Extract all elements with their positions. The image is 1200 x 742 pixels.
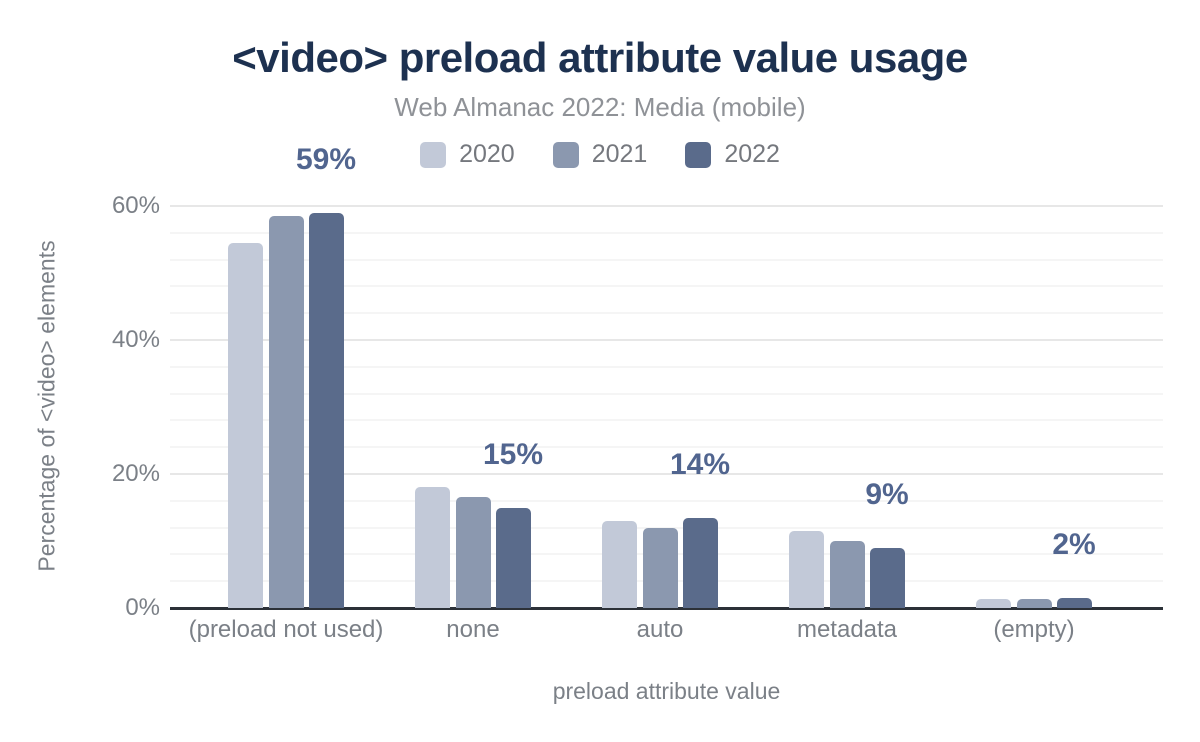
y-tick-label: 20% [111, 460, 160, 487]
gridline-minor [170, 392, 1163, 395]
bar-2020 [228, 242, 263, 608]
bar-2022 [496, 507, 531, 608]
bar-2020 [602, 520, 637, 608]
gridline-minor [170, 312, 1163, 315]
bar-2021 [268, 216, 304, 608]
bar-2022 [683, 517, 718, 608]
legend-item: 2020 [420, 140, 515, 169]
value-label: 14% [669, 447, 731, 481]
chart-title: <video> preload attribute value usage [232, 34, 968, 81]
legend-label: 2020 [459, 140, 515, 168]
bar-2021 [455, 497, 491, 608]
bar-group [789, 206, 905, 608]
legend-swatch-icon [685, 141, 712, 168]
plot-area: 59% 15% 14% 9% 2% [170, 143, 1163, 610]
gridline-minor [170, 258, 1163, 261]
bar-group [602, 206, 718, 608]
gridline-minor [170, 499, 1163, 502]
legend-swatch-icon [552, 141, 579, 168]
x-axis-line [170, 607, 1163, 610]
x-category-label: auto [636, 616, 684, 643]
bar-2020 [415, 487, 450, 608]
value-label: 59% [295, 142, 357, 176]
x-category-label: (preload not used) [188, 616, 384, 643]
value-label: 15% [482, 437, 544, 471]
legend-item: 2022 [685, 140, 780, 169]
y-tick-label: 40% [111, 326, 160, 353]
legend: 2020 2021 2022 [0, 140, 1200, 169]
gridline-major [170, 205, 1163, 207]
bar-2021 [642, 527, 678, 608]
bar-2021 [1016, 598, 1052, 608]
gridline-minor [170, 365, 1163, 368]
y-tick-label: 0% [125, 594, 160, 621]
chart-subtitle: Web Almanac 2022: Media (mobile) [394, 92, 806, 122]
bar-2021 [829, 541, 865, 608]
y-tick-label: 60% [111, 192, 160, 219]
bar-2020 [789, 530, 824, 608]
gridline-minor [170, 285, 1163, 288]
bar-2022 [1057, 597, 1092, 608]
bar-group [415, 206, 531, 608]
legend-label: 2021 [591, 140, 648, 168]
gridline-minor [170, 231, 1163, 234]
bar-2022 [309, 212, 344, 608]
gridline-major [170, 473, 1163, 475]
gridline-minor [170, 446, 1163, 449]
gridline-minor [170, 419, 1163, 422]
y-axis-title: Percentage of <video> elements [33, 240, 60, 572]
value-label: 9% [865, 477, 909, 511]
legend-label: 2022 [724, 140, 780, 168]
bar-2020 [976, 598, 1011, 608]
x-category-label: metadata [796, 616, 898, 643]
legend-swatch-icon [420, 141, 447, 168]
bar-2022 [870, 547, 905, 608]
bar-group [228, 206, 344, 608]
bar-group [976, 206, 1092, 608]
gridline-major [170, 339, 1163, 341]
x-axis-title: preload attribute value [552, 678, 781, 704]
x-category-label: (empty) [993, 616, 1075, 643]
x-category-label: none [446, 616, 500, 643]
value-label: 2% [1052, 527, 1096, 561]
legend-item: 2021 [552, 140, 648, 169]
